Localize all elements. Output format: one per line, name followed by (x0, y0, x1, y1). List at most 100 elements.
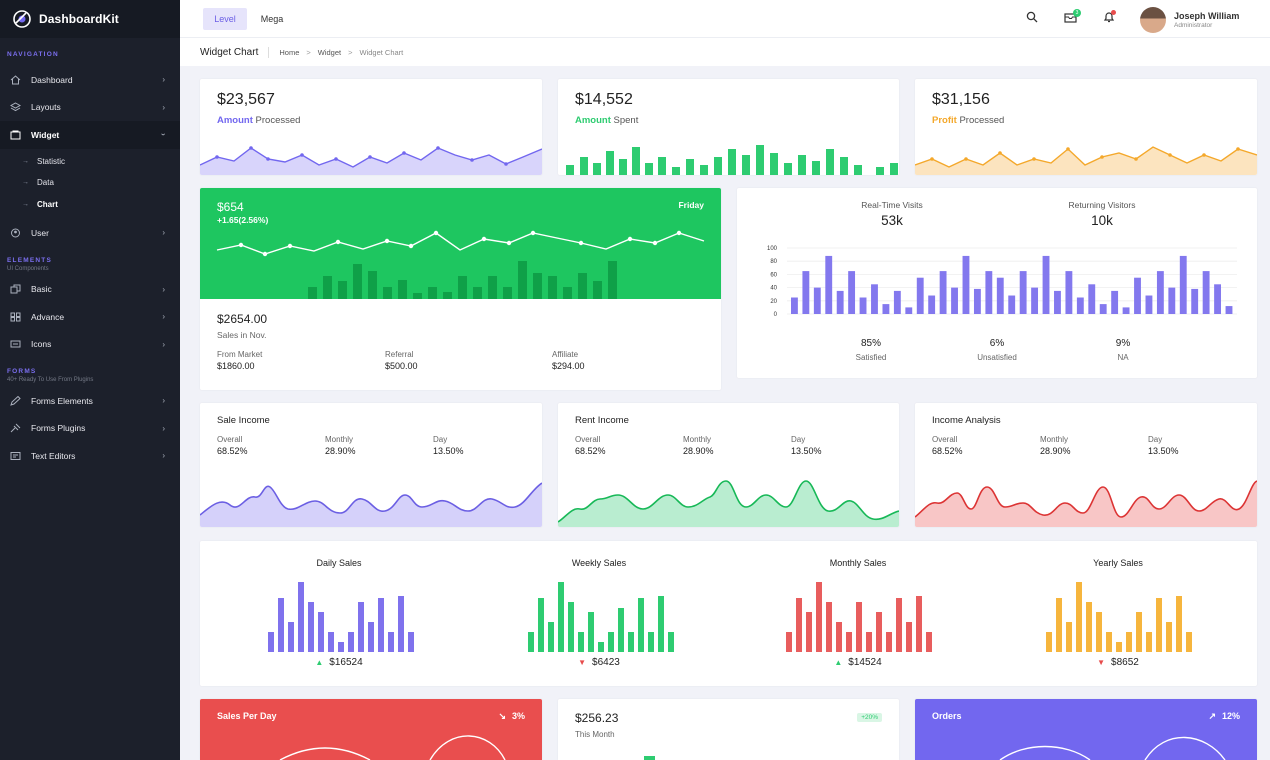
user-icon (8, 228, 22, 238)
y-tick-label: 20 (770, 299, 777, 305)
chevron-right-icon: › (162, 423, 165, 433)
level-menu-button[interactable]: Level (203, 8, 247, 30)
metric-overall: Overall 68.52% (932, 435, 963, 456)
mega-menu-button[interactable]: Mega (260, 14, 284, 24)
visits-bar (859, 297, 867, 314)
visits-bar (973, 288, 981, 314)
y-tick-label: 80 (770, 259, 777, 265)
app-logo[interactable]: DashboardKit (0, 0, 180, 38)
metric-value: 68.52% (932, 446, 963, 456)
metric-value: 13.50% (791, 446, 822, 456)
visits-label: Returning Visitors (1068, 200, 1136, 210)
metric-value: 68.52% (575, 446, 606, 456)
arrow-right-icon: → (22, 157, 29, 165)
metric-label: Overall (932, 435, 958, 444)
y-tick-label: 40 (770, 286, 777, 292)
sidebar-item-label: Basic (31, 284, 52, 295)
visits-bar (1191, 288, 1199, 314)
stat-label: Unsatisfied (977, 353, 1017, 362)
income-wave-chart (200, 482, 542, 527)
breakdown-market: From Market $1860.00 (217, 350, 262, 371)
trend-down-icon: ↘ (498, 711, 506, 721)
sidebar-item-widget[interactable]: Widget › (0, 121, 180, 149)
trend-up-icon: ▲ (834, 658, 843, 667)
stat-label-rest: Processed (959, 115, 1005, 126)
basic-icon (8, 284, 22, 294)
stat-na: 9% NA (1073, 338, 1173, 362)
visits-card: Real-Time Visits 53k Returning Visitors 10… (737, 188, 1257, 378)
visits-bar (1168, 287, 1176, 314)
trend-down-icon: ▼ (578, 658, 587, 667)
sidebar-item-dashboard[interactable]: Dashboard › (0, 66, 180, 94)
stat-label: Amount Spent (575, 115, 638, 126)
sidebar-item-layouts[interactable]: Layouts › (0, 94, 180, 122)
editor-icon (8, 451, 22, 461)
visits-bar (951, 287, 958, 314)
stat-label: NA (1117, 353, 1129, 362)
visits-bar-chart: 0 20 40 60 80 100 (767, 246, 1237, 318)
avatar (1140, 7, 1166, 33)
visits-bar (791, 297, 798, 314)
sidebar-item-user[interactable]: User › (0, 219, 180, 247)
bell-icon[interactable] (1103, 11, 1115, 23)
sidebar-item-advance[interactable]: Advance › (0, 303, 180, 331)
icons-icon (8, 339, 22, 349)
sidebar-sub-data[interactable]: → Data (0, 172, 180, 194)
monthly-sales-bars (786, 582, 932, 652)
breakdown-label: Referral (385, 350, 414, 359)
month-label: This Month (575, 730, 615, 739)
search-icon[interactable] (1026, 11, 1038, 23)
breadcrumb-widget[interactable]: Widget (317, 47, 342, 57)
visits-bar (1099, 304, 1107, 314)
breakdown-label: From Market (217, 350, 263, 359)
trend-up-icon: ▲ (315, 658, 324, 667)
sidebar-item-basic[interactable]: Basic › (0, 276, 180, 304)
breadcrumb-home[interactable]: Home (279, 47, 300, 57)
trend-row: ↗ 12% (1208, 711, 1240, 722)
notification-dot (1111, 10, 1116, 15)
chevron-right-icon: › (162, 75, 165, 85)
sidebar-item-text-editors[interactable]: Text Editors › (0, 442, 180, 470)
metric-day: Day 13.50% (791, 435, 822, 456)
breakdown-value: $1860.00 (217, 361, 255, 371)
visits-bar (1076, 297, 1084, 314)
user-menu[interactable]: Joseph William Administrator (1140, 7, 1239, 33)
trend-up-icon: ↗ (1208, 711, 1216, 721)
month-value: $256.23 (575, 711, 619, 725)
chevron-right-icon: › (162, 284, 165, 294)
visits-bar (1031, 287, 1039, 314)
y-tick-label: 60 (770, 272, 777, 278)
forms-subcaption: 40+ Ready To Use From Plugins (7, 377, 94, 383)
sidebar-item-forms-plugins[interactable]: Forms Plugins › (0, 415, 180, 443)
sidebar-sub-label: Chart (37, 199, 58, 209)
sidebar-item-forms-elements[interactable]: Forms Elements › (0, 387, 180, 415)
breakdown-referral: Referral $500.00 (385, 350, 418, 371)
visits-bar (1214, 284, 1221, 314)
stat-label-accent: Amount (575, 115, 611, 126)
orders-wave (999, 736, 1226, 760)
sidebar-item-icons[interactable]: Icons › (0, 331, 180, 359)
stat-unsatisfied: 6% Unsatisfied (947, 338, 1047, 362)
stat-satisfied: 85% Satisfied (821, 338, 921, 362)
widget-icon (8, 130, 22, 140)
visits-bar (1065, 271, 1073, 314)
mail-icon[interactable] (1064, 11, 1077, 23)
elements-caption: ELEMENTS (7, 256, 52, 264)
visits-value: 10k (1091, 213, 1113, 228)
sales-value: $6423 (592, 657, 620, 668)
visits-bar (962, 255, 970, 314)
metric-label: Monthly (683, 435, 712, 444)
visits-bar (1156, 271, 1164, 314)
metric-label: Overall (217, 435, 243, 444)
sales-value-row: ▼ $6423 (534, 657, 664, 668)
elements-subcaption: UI Components (7, 265, 49, 272)
topbar: Level Mega 3 Joseph William Administrato… (180, 0, 1270, 38)
metric-label: Monthly (1040, 435, 1069, 444)
card-title: Sales Per Day (217, 711, 277, 721)
sidebar-sub-chart[interactable]: → Chart (0, 194, 180, 216)
summary-combo-chart (216, 230, 705, 299)
sidebar-sub-statistic[interactable]: → Statistic (0, 151, 180, 173)
visits-bar (1042, 255, 1050, 314)
stat-value: 6% (989, 338, 1005, 349)
sales-value: $14524 (848, 657, 882, 668)
